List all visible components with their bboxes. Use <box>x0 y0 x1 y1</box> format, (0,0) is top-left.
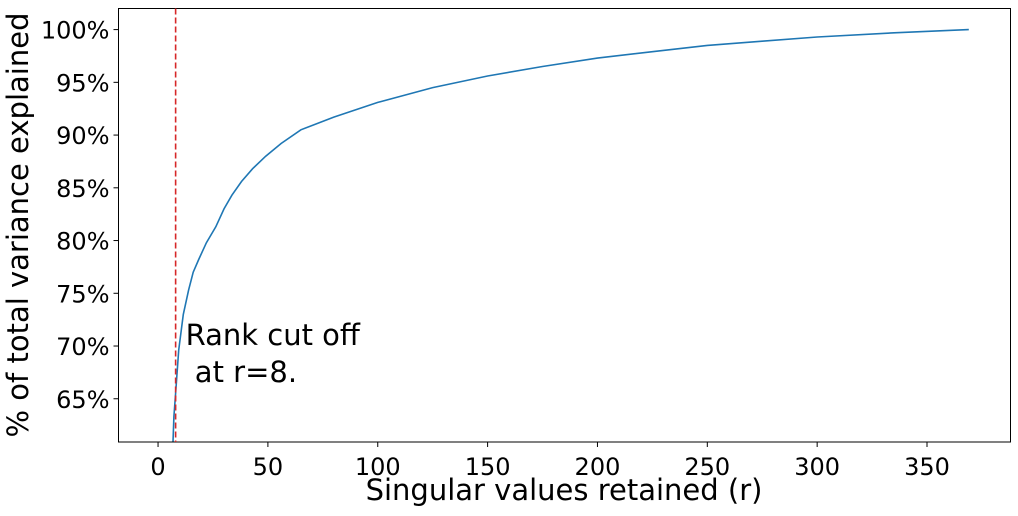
y-tick-label: 90% <box>56 122 109 150</box>
y-tick-label: 85% <box>56 175 109 203</box>
annotation-line: Rank cut off <box>186 318 361 352</box>
x-tick-label: 350 <box>904 453 950 481</box>
x-tick-label: 0 <box>150 453 165 481</box>
y-tick-label: 75% <box>56 280 109 308</box>
y-tick-label: 70% <box>56 333 109 361</box>
x-tick-label: 150 <box>465 453 511 481</box>
x-tick-label: 250 <box>684 453 730 481</box>
x-axis-label: Singular values retained (r) <box>366 473 763 507</box>
x-tick-label: 200 <box>575 453 621 481</box>
y-tick-label: 65% <box>56 386 109 414</box>
y-axis-label: % of total variance explained <box>1 13 35 438</box>
rank-cutoff-annotation: Rank cut off at r=8. <box>186 318 361 389</box>
y-tick-label: 100% <box>41 17 110 45</box>
plot-frame <box>118 8 1011 443</box>
x-tick-label: 50 <box>253 453 284 481</box>
y-tick-label: 95% <box>56 69 109 97</box>
y-tick-label: 80% <box>56 228 109 256</box>
x-tick-label: 100 <box>355 453 401 481</box>
x-tick-label: 300 <box>794 453 840 481</box>
annotation-line: at r=8. <box>186 355 297 389</box>
series-line-0 <box>172 28 969 442</box>
